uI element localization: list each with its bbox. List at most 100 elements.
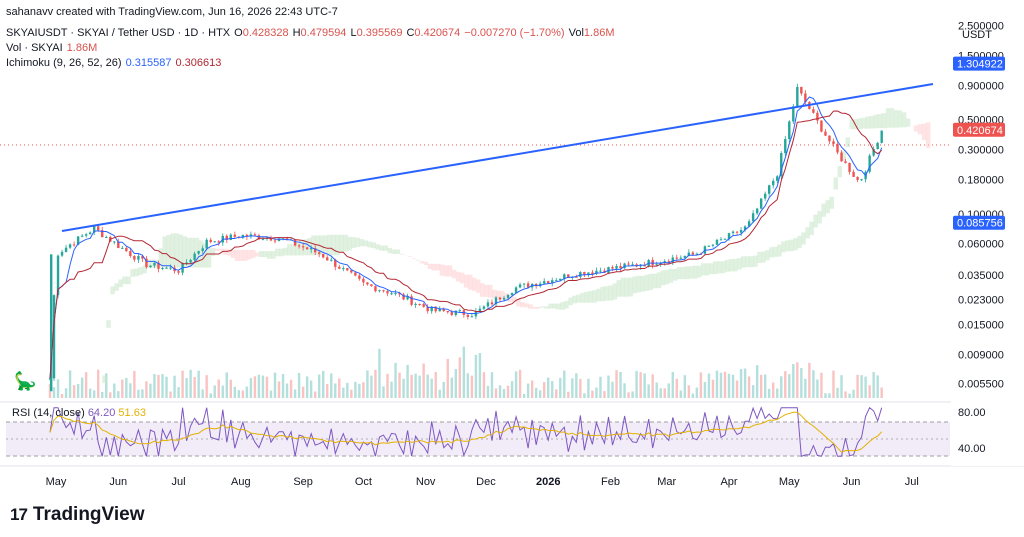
candle-body bbox=[739, 229, 743, 233]
candle-body bbox=[438, 308, 441, 312]
volume-bar bbox=[844, 391, 847, 398]
candle-body bbox=[820, 120, 823, 132]
candle-body bbox=[591, 272, 594, 274]
ichimoku-cloud-segment bbox=[234, 249, 240, 261]
volume-bar bbox=[478, 353, 482, 398]
volume-bar bbox=[514, 371, 518, 398]
volume-bar bbox=[647, 384, 650, 398]
ichimoku-cloud-segment bbox=[303, 239, 308, 256]
volume-bar bbox=[490, 372, 494, 398]
volume-bar bbox=[715, 370, 719, 398]
volume-bar bbox=[221, 385, 224, 398]
candle-body bbox=[269, 237, 273, 241]
candle-body bbox=[64, 247, 68, 252]
ichimoku-cloud-segment bbox=[443, 265, 449, 277]
candle-body bbox=[261, 238, 265, 240]
ichimoku-cloud-segment bbox=[371, 242, 376, 249]
candle-body bbox=[121, 247, 124, 249]
volume-bar bbox=[169, 391, 172, 398]
ichimoku-cloud-segment bbox=[757, 251, 762, 263]
ichimoku-cloud-segment bbox=[134, 268, 139, 277]
volume-bar bbox=[627, 392, 630, 398]
ichimoku-cloud-segment bbox=[652, 273, 658, 289]
volume-bar bbox=[623, 383, 626, 398]
candle-body bbox=[872, 149, 875, 156]
ichimoku-cloud-segment bbox=[415, 259, 421, 261]
ichimoku-cloud-segment bbox=[359, 239, 364, 247]
ichimoku-cloud-segment bbox=[841, 151, 847, 162]
volume-bar bbox=[422, 363, 425, 398]
candle-body bbox=[125, 247, 128, 252]
volume-bar bbox=[832, 370, 835, 398]
ichimoku-cloud-segment bbox=[467, 274, 473, 290]
ichimoku-cloud-segment bbox=[479, 283, 485, 297]
rsi-panel[interactable] bbox=[6, 421, 950, 457]
ichimoku-cloud-segment bbox=[427, 263, 433, 270]
ichimoku-cloud-segment bbox=[708, 263, 714, 275]
candle-body bbox=[478, 308, 482, 312]
ichimoku-cloud-segment bbox=[696, 265, 702, 278]
volume-bar bbox=[378, 348, 381, 398]
trendline-price-tag bbox=[953, 56, 1005, 71]
ichimoku-cloud-segment bbox=[154, 259, 159, 268]
candle-body bbox=[466, 314, 470, 317]
candle-body bbox=[816, 112, 819, 121]
candle-body bbox=[305, 247, 309, 250]
candle-body bbox=[338, 266, 341, 269]
candle-body bbox=[671, 257, 674, 263]
volume-bar bbox=[808, 362, 811, 398]
dinosaur-icon[interactable]: 🦕 bbox=[14, 371, 37, 391]
ichimoku-cloud-segment bbox=[379, 245, 384, 251]
candle-body bbox=[378, 290, 381, 292]
ichimoku-cloud-segment bbox=[596, 288, 601, 302]
ichimoku-cloud-segment bbox=[471, 277, 477, 291]
rsi-line bbox=[49, 406, 883, 457]
volume-bar bbox=[784, 371, 787, 398]
ichimoku-cloud-segment bbox=[528, 304, 533, 309]
ichimoku-cloud-segment bbox=[198, 240, 204, 268]
price-axis[interactable] bbox=[951, 0, 1024, 466]
price-axis-tick: 0.035000 bbox=[958, 270, 1004, 282]
volume-bar bbox=[80, 377, 84, 398]
ichimoku-cloud-segment bbox=[656, 272, 662, 289]
volume-bar bbox=[257, 374, 261, 398]
ichimoku-cloud-segment bbox=[765, 250, 770, 261]
ichimoku-cloud-segment bbox=[592, 290, 597, 303]
chart-legend: SKYAIUSDT · SKYAI / Tether USD · 1D · HT… bbox=[6, 26, 614, 71]
trendline[interactable] bbox=[61, 83, 934, 232]
ichimoku-cloud-segment bbox=[564, 300, 569, 309]
ichimoku-cloud-segment bbox=[644, 274, 650, 291]
candle-body bbox=[426, 306, 429, 312]
rsi-legend[interactable]: RSI (14, close) 64.20 51.63 bbox=[12, 407, 146, 419]
symbol-row[interactable]: SKYAIUSDT · SKYAI / Tether USD · 1D · HT… bbox=[6, 26, 614, 41]
ichimoku-legend[interactable]: Ichimoku (9, 26, 52, 26) 0.315587 0.3066… bbox=[6, 56, 614, 71]
ichimoku-cloud-segment bbox=[210, 247, 216, 257]
candle-body bbox=[615, 266, 618, 269]
ichimoku-cloud-segment bbox=[487, 284, 493, 298]
ichimoku-cloud-segment bbox=[833, 177, 838, 190]
price-axis-tick: 0.009000 bbox=[958, 349, 1004, 361]
ichimoku-cloud-segment bbox=[166, 234, 172, 268]
ichimoku-cloud-segment bbox=[395, 249, 401, 254]
volume-bar bbox=[462, 346, 466, 398]
ichimoku-cloud-segment bbox=[355, 237, 360, 247]
candle-body bbox=[205, 239, 208, 249]
ichimoku-cloud-segment bbox=[893, 110, 899, 128]
ichimoku-cloud-segment bbox=[335, 234, 340, 256]
ichimoku-cloud-segment bbox=[773, 246, 778, 257]
ichimoku-cloud-segment bbox=[463, 274, 469, 288]
ichimoku-cloud-segment bbox=[921, 123, 927, 141]
ichimoku-cloud-segment bbox=[620, 277, 626, 297]
volume-bar bbox=[84, 372, 88, 398]
ichimoku-cloud-segment bbox=[343, 234, 348, 252]
volume-bar bbox=[555, 389, 558, 398]
volume-bar bbox=[816, 379, 819, 398]
volume-bar bbox=[133, 370, 136, 398]
volume-bar bbox=[309, 380, 313, 398]
ichimoku-cloud-segment bbox=[311, 235, 316, 256]
volume-legend[interactable]: Vol · SKYAI 1.86M bbox=[6, 41, 614, 56]
volume-bar bbox=[860, 375, 863, 398]
volume-bar bbox=[450, 377, 453, 398]
candle-body bbox=[450, 312, 453, 315]
